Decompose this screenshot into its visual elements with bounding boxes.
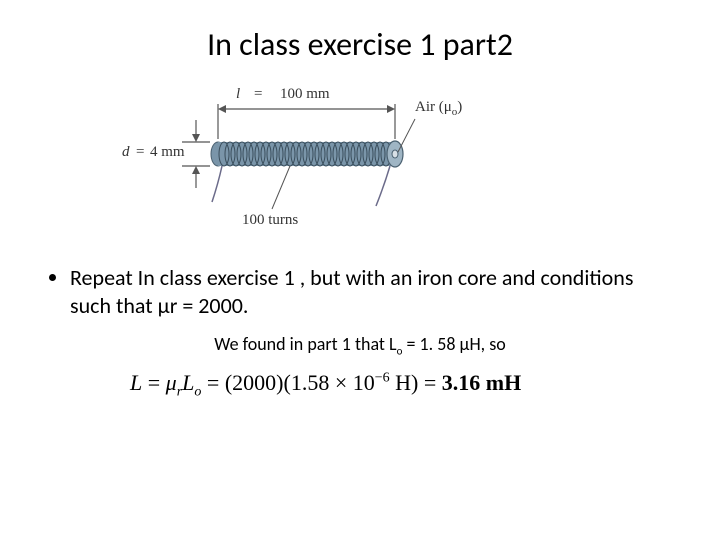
fig-l-label: l — [236, 86, 240, 103]
solution-text: We found in part 1 that Lo = 1. 58 μH, s… — [30, 333, 690, 358]
bullet-item: Repeat In class exercise 1 , but with an… — [70, 264, 690, 319]
fig-d-value: 4 mm — [150, 144, 185, 161]
bullet-list: Repeat In class exercise 1 , but with an… — [30, 264, 690, 319]
fig-l-value: 100 mm — [280, 86, 330, 103]
fig-turns: 100 turns — [242, 212, 298, 229]
solenoid-figure: l = 100 mm d = 4 mm 100 turns Air (μo) — [140, 84, 520, 244]
fig-d-eq: = — [136, 144, 144, 161]
fig-d-label: d — [122, 144, 130, 161]
solenoid-svg — [140, 84, 520, 244]
slide-title: In class exercise 1 part2 — [30, 25, 690, 64]
equation: L = μrLo = (2000)(1.58 × 10−6 H) = 3.16 … — [30, 370, 690, 400]
fig-l-eq: = — [254, 86, 262, 103]
fig-air: Air (μo) — [415, 99, 462, 118]
